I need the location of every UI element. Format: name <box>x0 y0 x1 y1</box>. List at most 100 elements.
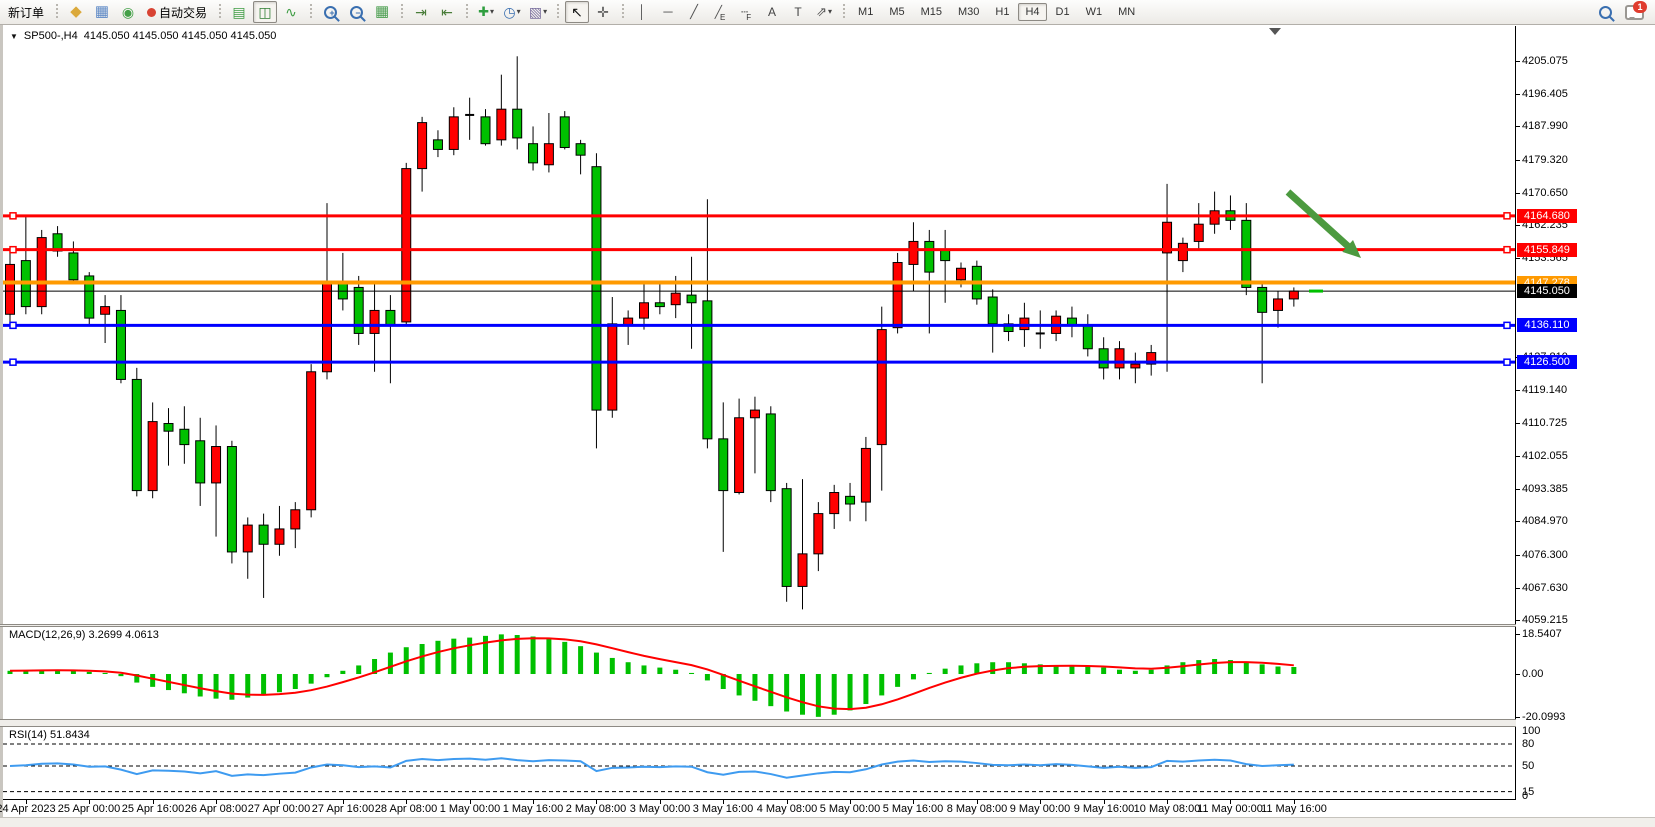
time-tick-mark <box>1104 800 1105 804</box>
timeframe-button-mn[interactable]: MN <box>1118 6 1136 18</box>
rsi-tick-label: 50 <box>1522 760 1535 772</box>
time-tick-mark <box>343 800 344 804</box>
time-tick-label: 9 May 00:00 <box>1009 803 1071 815</box>
price-tick-mark <box>1516 61 1520 62</box>
zoom-in-icon[interactable]: + <box>318 1 342 23</box>
chart-shift-icon[interactable]: ⇤ <box>441 4 453 20</box>
macd-histogram <box>7 634 1297 717</box>
trendline-icon[interactable]: ╱ <box>690 4 698 19</box>
price-line-badge: 4155.849 <box>1517 243 1577 257</box>
text-icon[interactable]: A <box>768 5 777 19</box>
price-tick-mark <box>1516 160 1520 161</box>
timeframe-button-m15[interactable]: M15 <box>920 6 942 18</box>
signals-icon[interactable]: ◉ <box>121 4 135 20</box>
symbol-dropdown-icon[interactable]: ▼ <box>10 31 18 41</box>
rsi-panel-border <box>3 799 1516 800</box>
price-tick-label: 4119.140 <box>1522 384 1568 396</box>
price-tick-mark <box>1516 94 1520 95</box>
templates-icon[interactable]: ▧ ▾ <box>528 4 548 20</box>
new-order-button[interactable]: 新订单 <box>8 5 45 20</box>
price-tick-label: 4170.650 <box>1522 187 1568 199</box>
horizontal-line-icon[interactable]: ─ <box>663 4 673 19</box>
price-tick-mark <box>1516 390 1520 391</box>
candlestick-plot[interactable] <box>3 26 1515 624</box>
price-tick-label: 4196.405 <box>1522 88 1568 100</box>
time-tick-mark <box>596 800 597 804</box>
macd-panel[interactable] <box>3 627 1516 719</box>
panel-splitter[interactable] <box>0 719 1655 727</box>
price-axis[interactable]: 4205.075 4196.405 4187.990 4179.320 4170.650… <box>1516 26 1655 802</box>
time-tick-label: 2 May 08:00 <box>565 803 627 815</box>
timeframe-button-d1[interactable]: D1 <box>1055 6 1070 18</box>
crosshair-icon[interactable]: ✛ <box>597 4 609 20</box>
time-tick-mark <box>1167 800 1168 804</box>
timeframe-button-m30[interactable]: M30 <box>958 6 980 18</box>
label-icon[interactable]: T <box>794 5 802 19</box>
auto-trading-button[interactable]: 自动交易 <box>142 2 212 23</box>
time-tick-label: 3 May 00:00 <box>629 803 691 815</box>
toolbar-separator <box>555 4 561 20</box>
indicators-icon[interactable]: ✚ ▾ <box>478 4 494 19</box>
time-tick-mark <box>723 800 724 804</box>
trend-arrow-annotation[interactable] <box>1285 189 1361 258</box>
rsi-tick-label: 80 <box>1522 738 1535 750</box>
cursor-icon[interactable]: ↖ <box>565 1 590 23</box>
price-tick-label: 4093.385 <box>1522 483 1568 495</box>
time-axis[interactable]: 24 Apr 2023 25 Apr 00:00 25 Apr 16:00 26 Ap… <box>0 800 1515 816</box>
price-tick-label: 4084.970 <box>1522 515 1568 527</box>
time-tick-label: 27 Apr 00:00 <box>247 803 311 815</box>
zoom-out-icon[interactable]: − <box>344 1 368 23</box>
timeframe-button-h4[interactable]: H4 <box>1018 3 1047 21</box>
window-left-frame <box>0 25 3 827</box>
timeframe-button-m1[interactable]: M1 <box>858 6 874 18</box>
line-chart-icon[interactable]: ∿ <box>285 4 297 20</box>
rsi-plot[interactable] <box>3 727 1515 800</box>
time-tick-label: 11 May 00:00 <box>1197 803 1263 815</box>
fibonacci-icon[interactable]: ┄ F <box>740 5 752 22</box>
price-tick-label: 4205.075 <box>1522 55 1568 67</box>
vertical-line-icon[interactable]: │ <box>637 4 647 19</box>
time-tick-mark <box>470 800 471 804</box>
time-tick-label: 5 May 00:00 <box>819 803 881 815</box>
price-tick-label: 4187.990 <box>1522 120 1568 132</box>
periods-icon[interactable]: ◷ ▾ <box>503 4 521 20</box>
toolbar-separator <box>54 4 60 20</box>
price-line-badge: 4136.110 <box>1517 318 1577 332</box>
chat-icon[interactable]: 1 <box>1619 1 1649 23</box>
arrows-icon[interactable]: ⇗ ▾ <box>816 4 832 19</box>
price-chart-panel[interactable] <box>3 26 1516 624</box>
channel-icon[interactable]: ╱ E <box>714 5 726 22</box>
tile-windows-icon[interactable]: ▦ <box>374 3 390 20</box>
rsi-label: RSI(14) 51.8434 <box>9 729 90 741</box>
auto-scroll-icon[interactable]: ⇥ <box>415 4 427 20</box>
timeframe-button-m5[interactable]: M5 <box>889 6 905 18</box>
macd-plot[interactable] <box>3 627 1515 719</box>
market-watch-icon[interactable]: ▦ <box>94 3 110 20</box>
price-line-badge: 4145.050 <box>1517 284 1577 298</box>
timeframe-button-h1[interactable]: H1 <box>995 6 1010 18</box>
candlestick-chart-icon[interactable]: ◫ <box>253 1 278 23</box>
price-tick-label: 4059.215 <box>1522 614 1568 626</box>
time-tick-label: 26 Apr 08:00 <box>184 803 248 815</box>
price-tick-mark <box>1516 126 1520 127</box>
chart-title: ▼ SP500-,H4 4145.050 4145.050 4145.050 4… <box>10 30 276 42</box>
rsi-panel[interactable] <box>3 727 1516 800</box>
time-tick-mark <box>89 800 90 804</box>
toolbar-separator <box>399 4 405 20</box>
chat-unread-badge: 1 <box>1633 1 1647 13</box>
time-tick-mark <box>850 800 851 804</box>
time-tick-label: 9 May 16:00 <box>1073 803 1135 815</box>
horizontal-lines-layer[interactable] <box>3 212 1515 366</box>
bar-chart-icon[interactable]: ▤ <box>232 4 246 20</box>
chart-shift-marker[interactable] <box>1269 28 1281 35</box>
timeframe-button-w1[interactable]: W1 <box>1085 6 1103 18</box>
search-icon[interactable] <box>1593 1 1617 23</box>
metaeditor-icon[interactable]: ◆ <box>70 3 82 20</box>
panel-splitter[interactable] <box>0 624 1655 627</box>
time-tick-mark <box>977 800 978 804</box>
price-tick-mark <box>1516 588 1520 589</box>
time-tick-mark <box>1294 800 1295 804</box>
time-tick-label: 24 Apr 2023 <box>0 803 56 815</box>
time-tick-label: 28 Apr 08:00 <box>374 803 438 815</box>
time-tick-label: 11 May 16:00 <box>1261 803 1327 815</box>
